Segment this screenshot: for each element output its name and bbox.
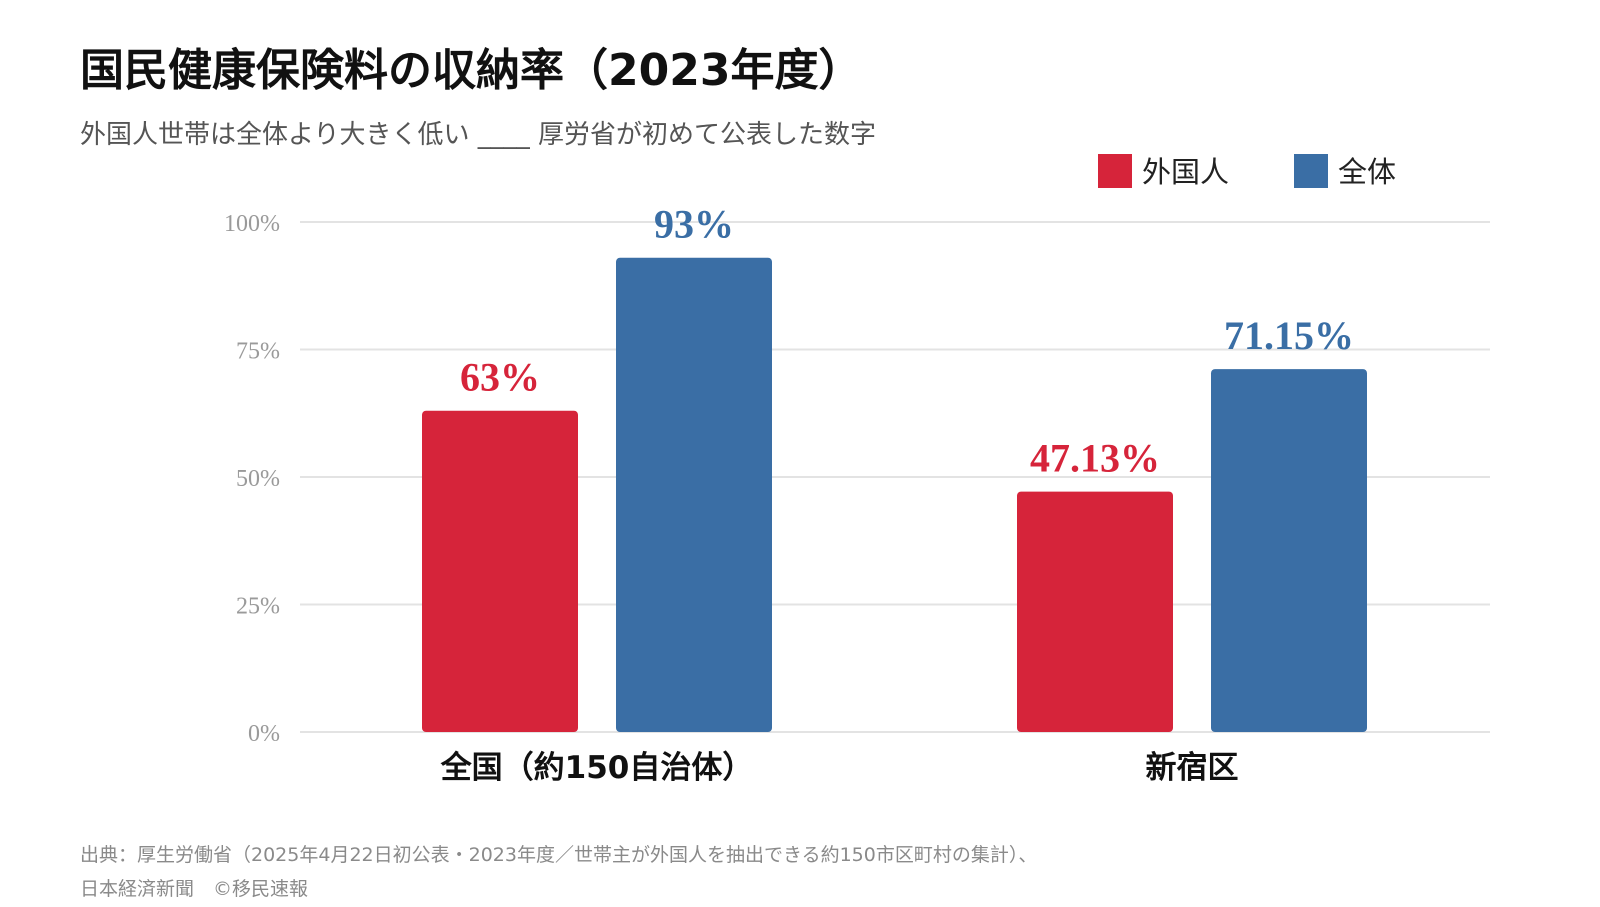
data-labels: 63% 93% 47.13% 71.15% — [460, 202, 1354, 481]
data-label: 47.13% — [1030, 436, 1160, 481]
bars — [422, 257, 1367, 732]
y-tick-label: 100% — [224, 211, 280, 237]
x-tick-label: 新宿区 — [1146, 750, 1239, 786]
legend-label: 外国人 — [1142, 155, 1229, 189]
bar-overall — [1211, 369, 1367, 732]
y-tick-label: 75% — [236, 339, 280, 365]
source-line-2: 日本経済新聞 ©移民速報 — [80, 878, 309, 900]
legend-swatch-overall — [1294, 154, 1328, 188]
x-axis-labels: 全国（約150自治体） 新宿区 — [440, 750, 1239, 786]
chart-subtitle: 外国人世帯は全体より大きく低い ____ 厚労省が初めて公表した数字 — [80, 120, 877, 150]
data-label: 63% — [460, 355, 540, 400]
data-label: 71.15% — [1224, 313, 1354, 358]
y-tick-label: 0% — [248, 721, 280, 747]
x-tick-label: 全国（約150自治体） — [440, 750, 754, 786]
legend-label: 全体 — [1338, 155, 1396, 189]
y-tick-label: 50% — [236, 466, 280, 492]
bar-overall — [616, 257, 772, 732]
bar-foreign — [422, 410, 578, 732]
legend-swatch-foreign — [1098, 154, 1132, 188]
legend: 外国人 全体 — [1098, 154, 1396, 189]
y-tick-label: 25% — [236, 594, 280, 620]
data-label: 93% — [654, 202, 734, 247]
bar-foreign — [1017, 491, 1173, 732]
source-line-1: 出典：厚生労働省（2025年4月22日初公表・2023年度／世帯主が外国人を抽出… — [80, 844, 1038, 866]
y-axis-ticks: 0% 25% 50% 75% 100% — [224, 211, 280, 747]
source-note: 出典：厚生労働省（2025年4月22日初公表・2023年度／世帯主が外国人を抽出… — [80, 838, 1037, 906]
chart-title: 国民健康保険料の収納率（2023年度） — [80, 45, 863, 96]
